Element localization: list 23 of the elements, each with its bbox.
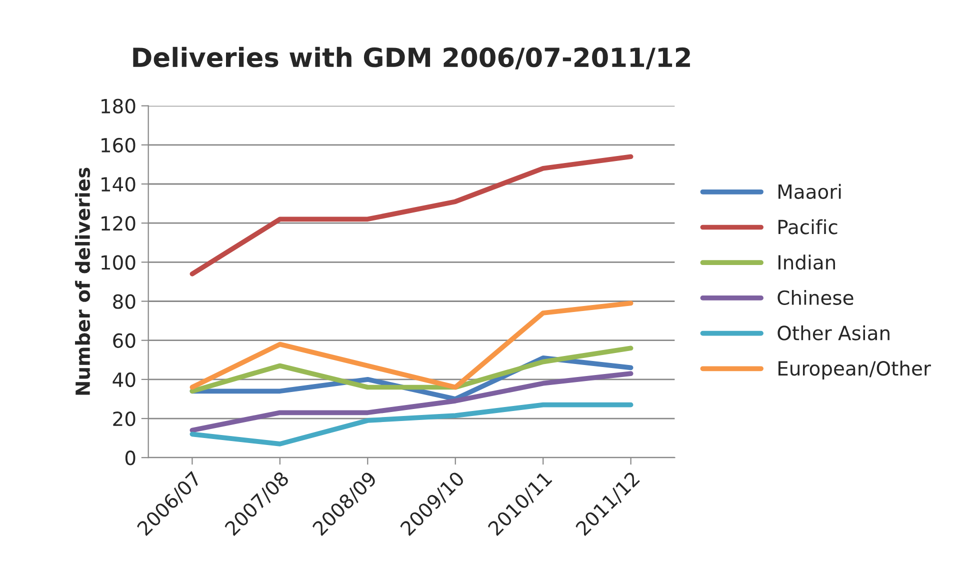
y-tick-label: 120 bbox=[102, 216, 136, 231]
legend-label: Maaori bbox=[778, 184, 841, 199]
y-tick-label: 60 bbox=[113, 333, 136, 348]
line-series bbox=[190, 371, 634, 433]
legend-label: Chinese bbox=[778, 290, 854, 306]
legend-label: European/Other bbox=[778, 360, 931, 380]
line-series bbox=[190, 154, 634, 276]
y-tick-label: 0 bbox=[125, 450, 136, 466]
line-series bbox=[190, 402, 634, 446]
y-tick-label: 100 bbox=[102, 255, 136, 270]
legend-label: Pacific bbox=[778, 219, 838, 234]
y-tick-label: 140 bbox=[102, 176, 136, 192]
chart-title: Deliveries with GDM 2006/07-2011/12 bbox=[133, 46, 690, 70]
y-tick-label: 80 bbox=[113, 294, 136, 309]
legend-label: Other Asian bbox=[778, 325, 890, 340]
legend-label: Indian bbox=[778, 254, 835, 270]
y-tick-label: 160 bbox=[102, 138, 136, 153]
y-tick-label: 40 bbox=[112, 372, 136, 388]
y-tick-label: 180 bbox=[102, 98, 136, 114]
line-series bbox=[190, 346, 634, 394]
y-tick-label: 20 bbox=[113, 411, 136, 426]
line-series bbox=[190, 300, 634, 390]
y-axis-title: Number of deliveries bbox=[75, 168, 90, 395]
